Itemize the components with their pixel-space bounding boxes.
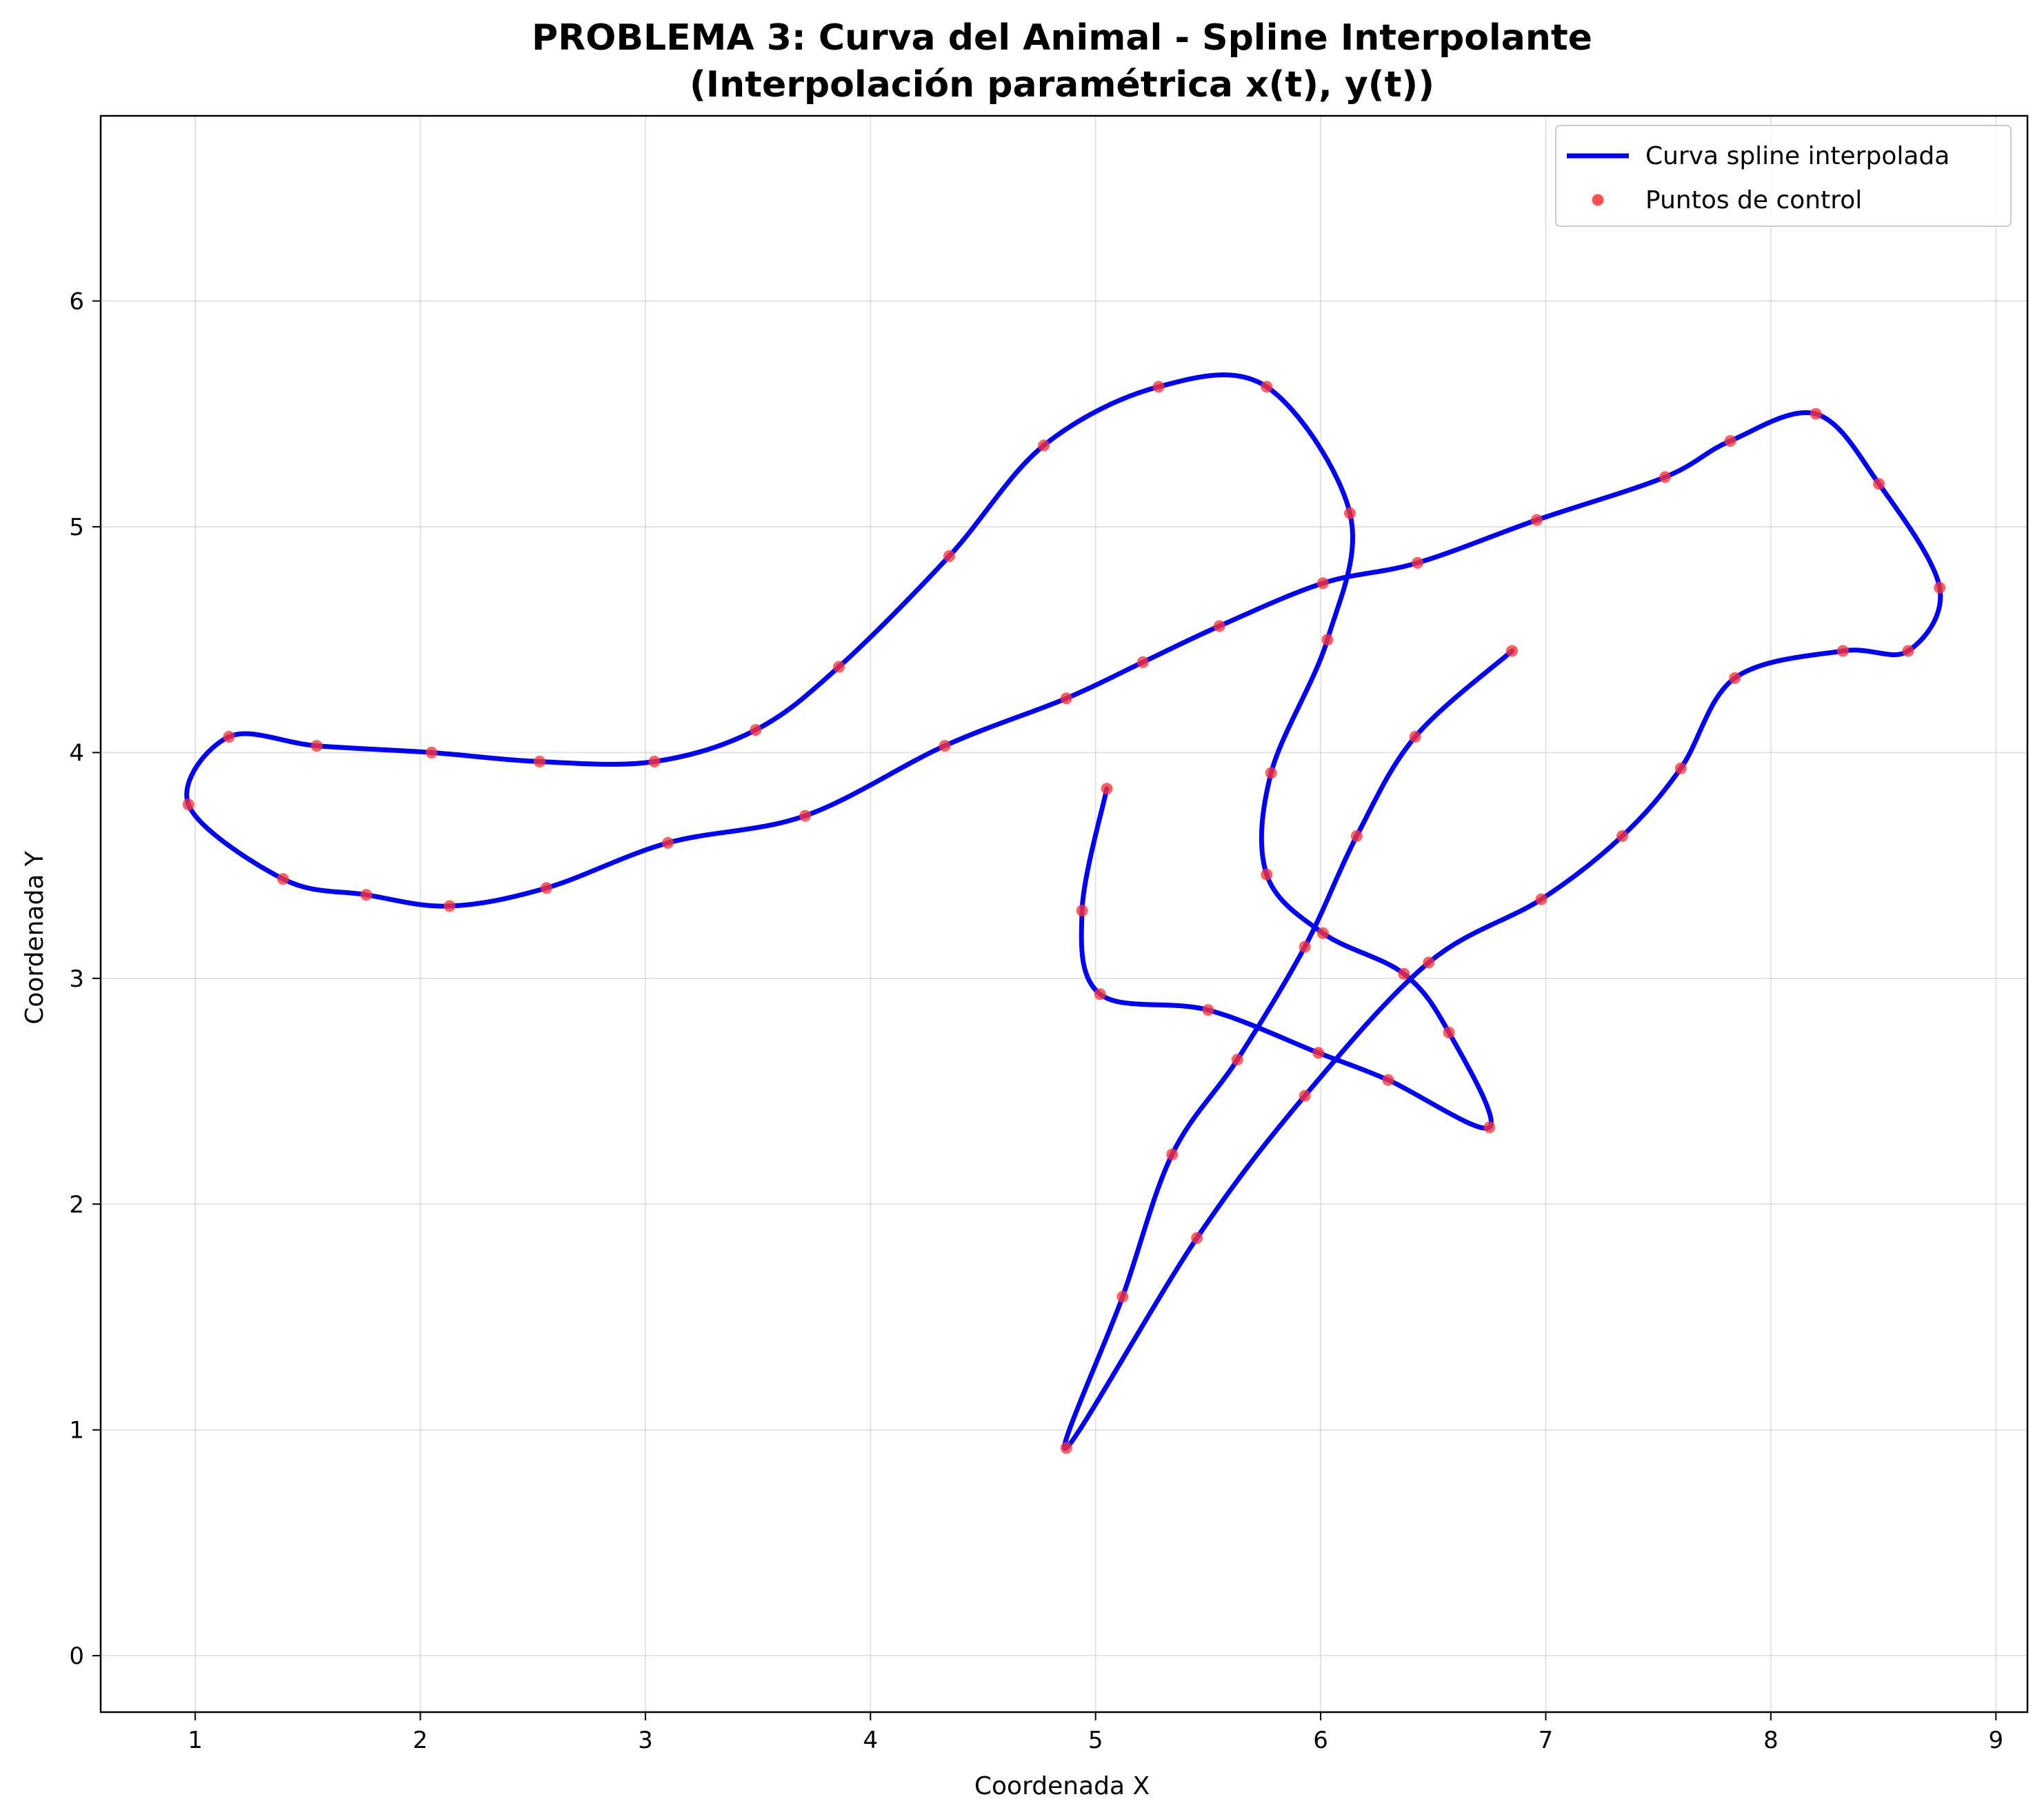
control-point (1213, 620, 1225, 632)
x-tick-label: 3 (638, 1727, 653, 1754)
control-point (1398, 967, 1410, 980)
control-points-layer (182, 381, 1946, 1454)
x-tick-label: 4 (863, 1727, 878, 1754)
control-point (943, 550, 955, 562)
x-tick-label: 7 (1539, 1727, 1554, 1754)
x-tick-label: 9 (1988, 1727, 2003, 1754)
y-tick-label: 4 (69, 739, 84, 767)
control-point (1382, 1074, 1394, 1086)
control-point (1060, 692, 1072, 705)
control-point (1412, 556, 1423, 569)
control-point (1116, 1291, 1129, 1303)
control-point (1321, 634, 1334, 646)
control-point (1312, 1047, 1325, 1059)
control-point (833, 661, 845, 673)
legend-frame (1555, 125, 2012, 227)
control-point (310, 740, 323, 752)
legend-entry-points: Puntos de control (1645, 186, 1862, 214)
legend: Curva spline interpolada Puntos de contr… (1555, 125, 2012, 227)
x-tick-label: 2 (413, 1727, 428, 1754)
control-point (1166, 1148, 1179, 1160)
control-point (1191, 1232, 1203, 1244)
x-tick-label: 6 (1313, 1727, 1328, 1754)
y-tick-label: 6 (69, 288, 84, 316)
legend-entry-curve: Curva spline interpolada (1645, 142, 1950, 170)
control-point (1299, 941, 1311, 953)
control-point (1724, 435, 1736, 447)
y-tick-label: 2 (69, 1191, 84, 1218)
control-point (799, 810, 812, 822)
control-point (1530, 514, 1543, 526)
control-point (1076, 905, 1088, 917)
control-point (425, 746, 438, 758)
control-point (1265, 767, 1277, 779)
control-point (1483, 1121, 1496, 1134)
y-tick-label: 3 (69, 965, 84, 993)
chart-title-line1: PROBLEMA 3: Curva del Animal - Spline In… (532, 17, 1592, 59)
control-point (534, 756, 545, 767)
control-point (750, 724, 762, 736)
control-point (1038, 439, 1050, 452)
plot-area-frame (99, 114, 2029, 1714)
x-tick-label: 1 (188, 1727, 203, 1754)
control-point (1202, 1004, 1214, 1016)
control-point (1152, 381, 1165, 393)
control-point (1261, 868, 1273, 881)
y-tick-label: 1 (69, 1417, 84, 1445)
control-point (1506, 645, 1518, 657)
control-point (360, 889, 372, 901)
y-tick-label: 5 (69, 514, 84, 541)
control-point (1261, 381, 1273, 393)
control-point (443, 900, 456, 912)
control-point (1535, 893, 1547, 905)
control-point (1231, 1054, 1243, 1066)
control-point (1810, 408, 1822, 420)
control-point (1060, 1442, 1072, 1454)
control-point (1902, 645, 1914, 657)
x-tick-label: 8 (1763, 1727, 1779, 1754)
control-point (1316, 927, 1329, 939)
control-point (939, 740, 951, 752)
control-point (1299, 1089, 1311, 1102)
control-point (1443, 1026, 1455, 1038)
chart-title-line2: (Interpolación paramétrica x(t), y(t)) (690, 64, 1434, 105)
control-point (648, 756, 661, 767)
y-tick-label: 0 (69, 1642, 84, 1670)
control-point (1344, 507, 1356, 519)
control-point (1674, 762, 1687, 774)
control-point (1873, 478, 1885, 490)
control-point (1659, 471, 1671, 483)
control-point (1136, 656, 1149, 668)
control-point (540, 882, 552, 894)
control-point (1350, 830, 1363, 842)
control-point (662, 836, 674, 849)
control-point (1836, 645, 1849, 657)
control-point (1316, 577, 1329, 590)
x-tick-label: 5 (1088, 1727, 1103, 1754)
control-point (1729, 672, 1741, 684)
control-point (1616, 830, 1628, 842)
legend-point-swatch (1592, 194, 1604, 206)
control-point (277, 873, 289, 885)
control-point (223, 731, 235, 743)
control-point (1934, 581, 1946, 594)
control-point (182, 798, 194, 811)
control-point (1094, 988, 1106, 1001)
control-point (1409, 731, 1421, 743)
control-point (1101, 783, 1113, 795)
y-axis-label: Coordenada Y (21, 850, 49, 1025)
control-point (1423, 956, 1435, 969)
x-axis-label: Coordenada X (974, 1772, 1150, 1800)
axis-ticks: 1 2 3 4 5 6 7 8 9 0 1 2 3 4 5 6 (69, 288, 2003, 1754)
